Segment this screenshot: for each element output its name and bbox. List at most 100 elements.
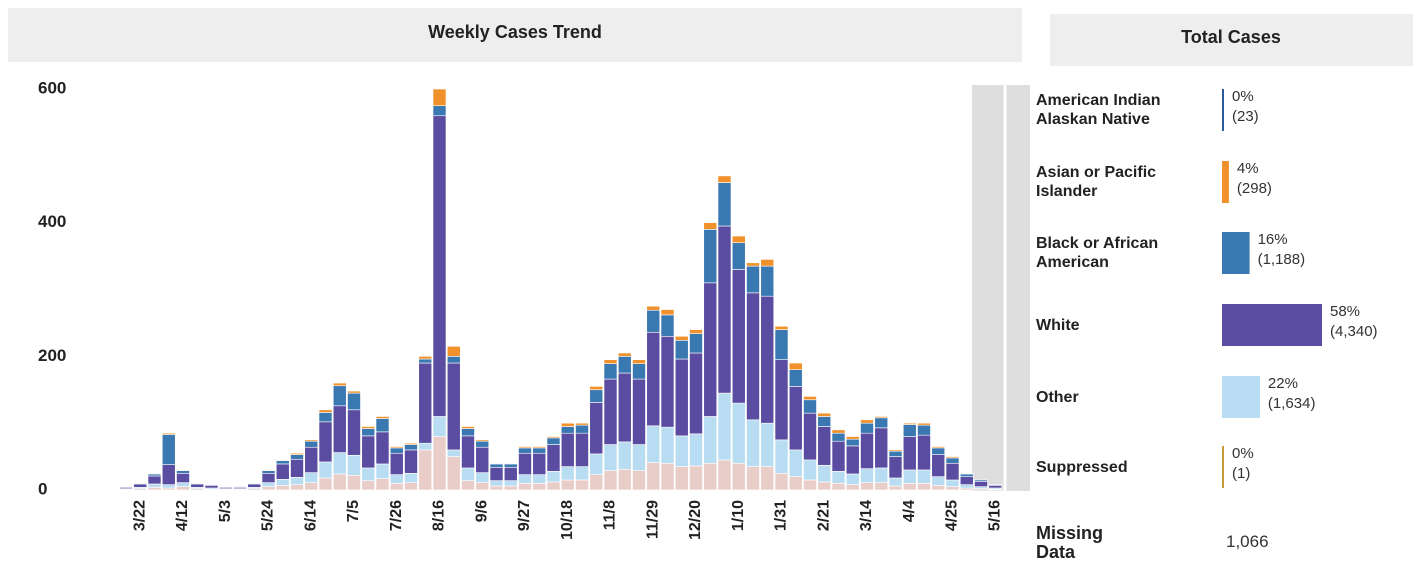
bar-segment	[817, 426, 832, 466]
bar-segment	[774, 359, 789, 441]
bar-segment	[418, 356, 433, 360]
bar-segment	[275, 479, 290, 486]
bar-segment	[290, 484, 304, 491]
bar-segment	[560, 479, 575, 491]
bar-segment	[888, 485, 903, 491]
chart-title: Weekly Cases Trend	[428, 22, 602, 42]
bar-segment	[703, 229, 718, 284]
bar-segment	[589, 453, 604, 475]
bar-segment	[959, 476, 974, 485]
bar	[1222, 232, 1250, 274]
bar-segment	[646, 305, 661, 311]
bar-segment	[931, 446, 946, 449]
bar	[1222, 304, 1322, 346]
bar-segment	[489, 462, 504, 465]
x-tick-label: 4/25	[944, 500, 961, 531]
value-label: 4%	[1236, 160, 1259, 177]
bar-segment	[461, 428, 475, 437]
x-tick-label: 1/10	[730, 500, 747, 531]
bar-segment	[432, 416, 447, 437]
bar-segment	[546, 437, 561, 445]
bar-segment	[290, 477, 304, 485]
bar-segment	[147, 483, 162, 488]
bar-segment	[489, 466, 504, 481]
value-label: 58%	[1330, 303, 1361, 320]
bar-segment	[831, 470, 846, 484]
bar-segment	[717, 225, 732, 394]
category-label: Black or African American	[1036, 235, 1159, 271]
chart-title: Total Cases	[1181, 27, 1281, 47]
bar	[1222, 161, 1229, 203]
bar-segment	[731, 462, 746, 491]
bar-segment	[446, 449, 461, 457]
x-tick-label: 1/31	[773, 500, 790, 531]
bar-segment	[161, 464, 176, 485]
bar-segment	[161, 487, 176, 491]
bar-segment	[261, 470, 276, 474]
bar-segment	[332, 473, 347, 491]
bar	[1222, 446, 1224, 488]
bar-segment	[475, 446, 490, 473]
y-tick-label: 600	[38, 78, 66, 97]
bar-segment	[746, 292, 760, 421]
value-label: 0%	[1232, 88, 1254, 105]
bar-segment	[446, 356, 461, 364]
bar-segment	[190, 483, 205, 488]
bar-segment	[503, 466, 518, 481]
bar-segment	[147, 473, 162, 477]
bar-segment	[646, 309, 661, 333]
bar-segment	[902, 469, 917, 484]
count-label: (1,634)	[1267, 395, 1316, 412]
bar-segment	[931, 485, 946, 491]
bar-segment	[461, 426, 475, 429]
bar-segment	[418, 362, 433, 444]
bar-segment	[375, 478, 390, 491]
bar-segment	[788, 476, 803, 491]
bar-segment	[532, 474, 547, 484]
bar-segment	[404, 472, 418, 483]
bar-segment	[931, 447, 946, 455]
bar-segment	[874, 417, 889, 429]
bar-segment	[389, 446, 404, 449]
bar-segment	[275, 485, 290, 491]
bar-segment	[902, 483, 917, 491]
bar-segment	[945, 479, 960, 487]
bar-segment	[817, 464, 832, 483]
bar-segment	[717, 175, 732, 183]
category-label: Other	[1036, 388, 1079, 406]
bar-segment	[147, 472, 162, 475]
bar-segment	[347, 392, 361, 411]
x-tick-label: 10/18	[559, 500, 576, 540]
bar-segment	[845, 438, 860, 447]
bar-segment	[603, 378, 618, 445]
x-tick-label: 7/5	[345, 500, 362, 522]
bar-segment	[261, 469, 276, 471]
bar-segment	[560, 432, 575, 467]
bar-segment	[347, 409, 361, 456]
bar-segment	[418, 442, 433, 451]
bar-segment	[774, 439, 789, 474]
category-label: Asian or Pacific Islander	[1036, 164, 1157, 200]
bar-segment	[218, 486, 233, 488]
bar-segment	[803, 479, 817, 491]
bar-segment	[617, 372, 632, 443]
x-tick-label: 7/26	[388, 500, 405, 531]
bar-segment	[860, 419, 874, 424]
bar-segment	[817, 412, 832, 417]
bar-segment	[888, 477, 903, 487]
bar-segment	[988, 484, 1003, 486]
bar-segment	[290, 452, 304, 455]
bar-segment	[746, 262, 760, 267]
bar-segment	[845, 436, 860, 440]
bar-segment	[860, 482, 874, 491]
bar-segment	[617, 352, 632, 357]
bar-segment	[988, 485, 1003, 489]
bar-segment	[959, 484, 974, 489]
bar-segment	[831, 432, 846, 442]
bar-segment	[304, 472, 319, 483]
bar-segment	[589, 474, 604, 491]
missing-label: Missing Data	[1036, 523, 1104, 562]
bar-segment	[532, 447, 547, 454]
bar-segment	[945, 462, 960, 481]
